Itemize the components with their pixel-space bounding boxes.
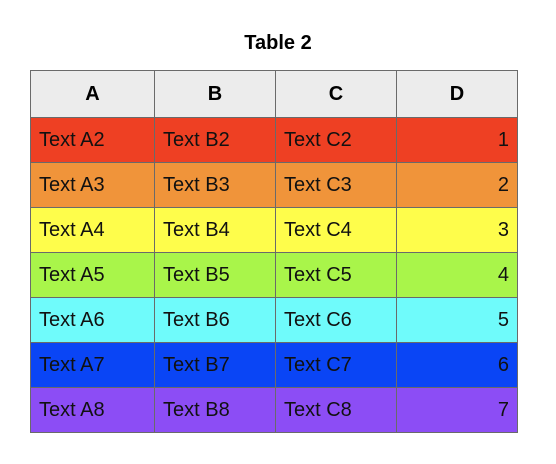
cell-c: Text C3: [275, 162, 397, 208]
cell-d: 6: [396, 342, 518, 388]
cell-b: Text B2: [154, 117, 276, 163]
table-row: Text A3 Text B3 Text C3 2: [30, 162, 518, 208]
cell-d: 2: [396, 162, 518, 208]
cell-b: Text B3: [154, 162, 276, 208]
cell-d: 4: [396, 252, 518, 298]
cell-b: Text B8: [154, 387, 276, 433]
table-row: Text A4 Text B4 Text C4 3: [30, 207, 518, 253]
cell-a: Text A5: [30, 252, 155, 298]
cell-a: Text A2: [30, 117, 155, 163]
table-row: Text A6 Text B6 Text C6 5: [30, 297, 518, 343]
cell-a: Text A3: [30, 162, 155, 208]
header-row: A B C D: [30, 70, 518, 118]
cell-c: Text C2: [275, 117, 397, 163]
table-row: Text A7 Text B7 Text C7 6: [30, 342, 518, 388]
cell-b: Text B4: [154, 207, 276, 253]
cell-a: Text A8: [30, 387, 155, 433]
cell-d: 7: [396, 387, 518, 433]
cell-a: Text A7: [30, 342, 155, 388]
data-table: A B C D Text A2 Text B2 Text C2 1 Text A…: [30, 70, 518, 433]
table-row: Text A2 Text B2 Text C2 1: [30, 117, 518, 163]
cell-d: 5: [396, 297, 518, 343]
cell-d: 3: [396, 207, 518, 253]
cell-c: Text C8: [275, 387, 397, 433]
cell-b: Text B7: [154, 342, 276, 388]
column-header-b: B: [154, 70, 276, 118]
table-title: Table 2: [244, 32, 312, 54]
column-header-c: C: [275, 70, 397, 118]
cell-b: Text B6: [154, 297, 276, 343]
column-header-d: D: [396, 70, 518, 118]
cell-c: Text C7: [275, 342, 397, 388]
cell-c: Text C5: [275, 252, 397, 298]
cell-a: Text A4: [30, 207, 155, 253]
table-row: Text A8 Text B8 Text C8 7: [30, 387, 518, 433]
cell-a: Text A6: [30, 297, 155, 343]
cell-d: 1: [396, 117, 518, 163]
cell-c: Text C4: [275, 207, 397, 253]
cell-c: Text C6: [275, 297, 397, 343]
column-header-a: A: [30, 70, 155, 118]
table-row: Text A5 Text B5 Text C5 4: [30, 252, 518, 298]
cell-b: Text B5: [154, 252, 276, 298]
